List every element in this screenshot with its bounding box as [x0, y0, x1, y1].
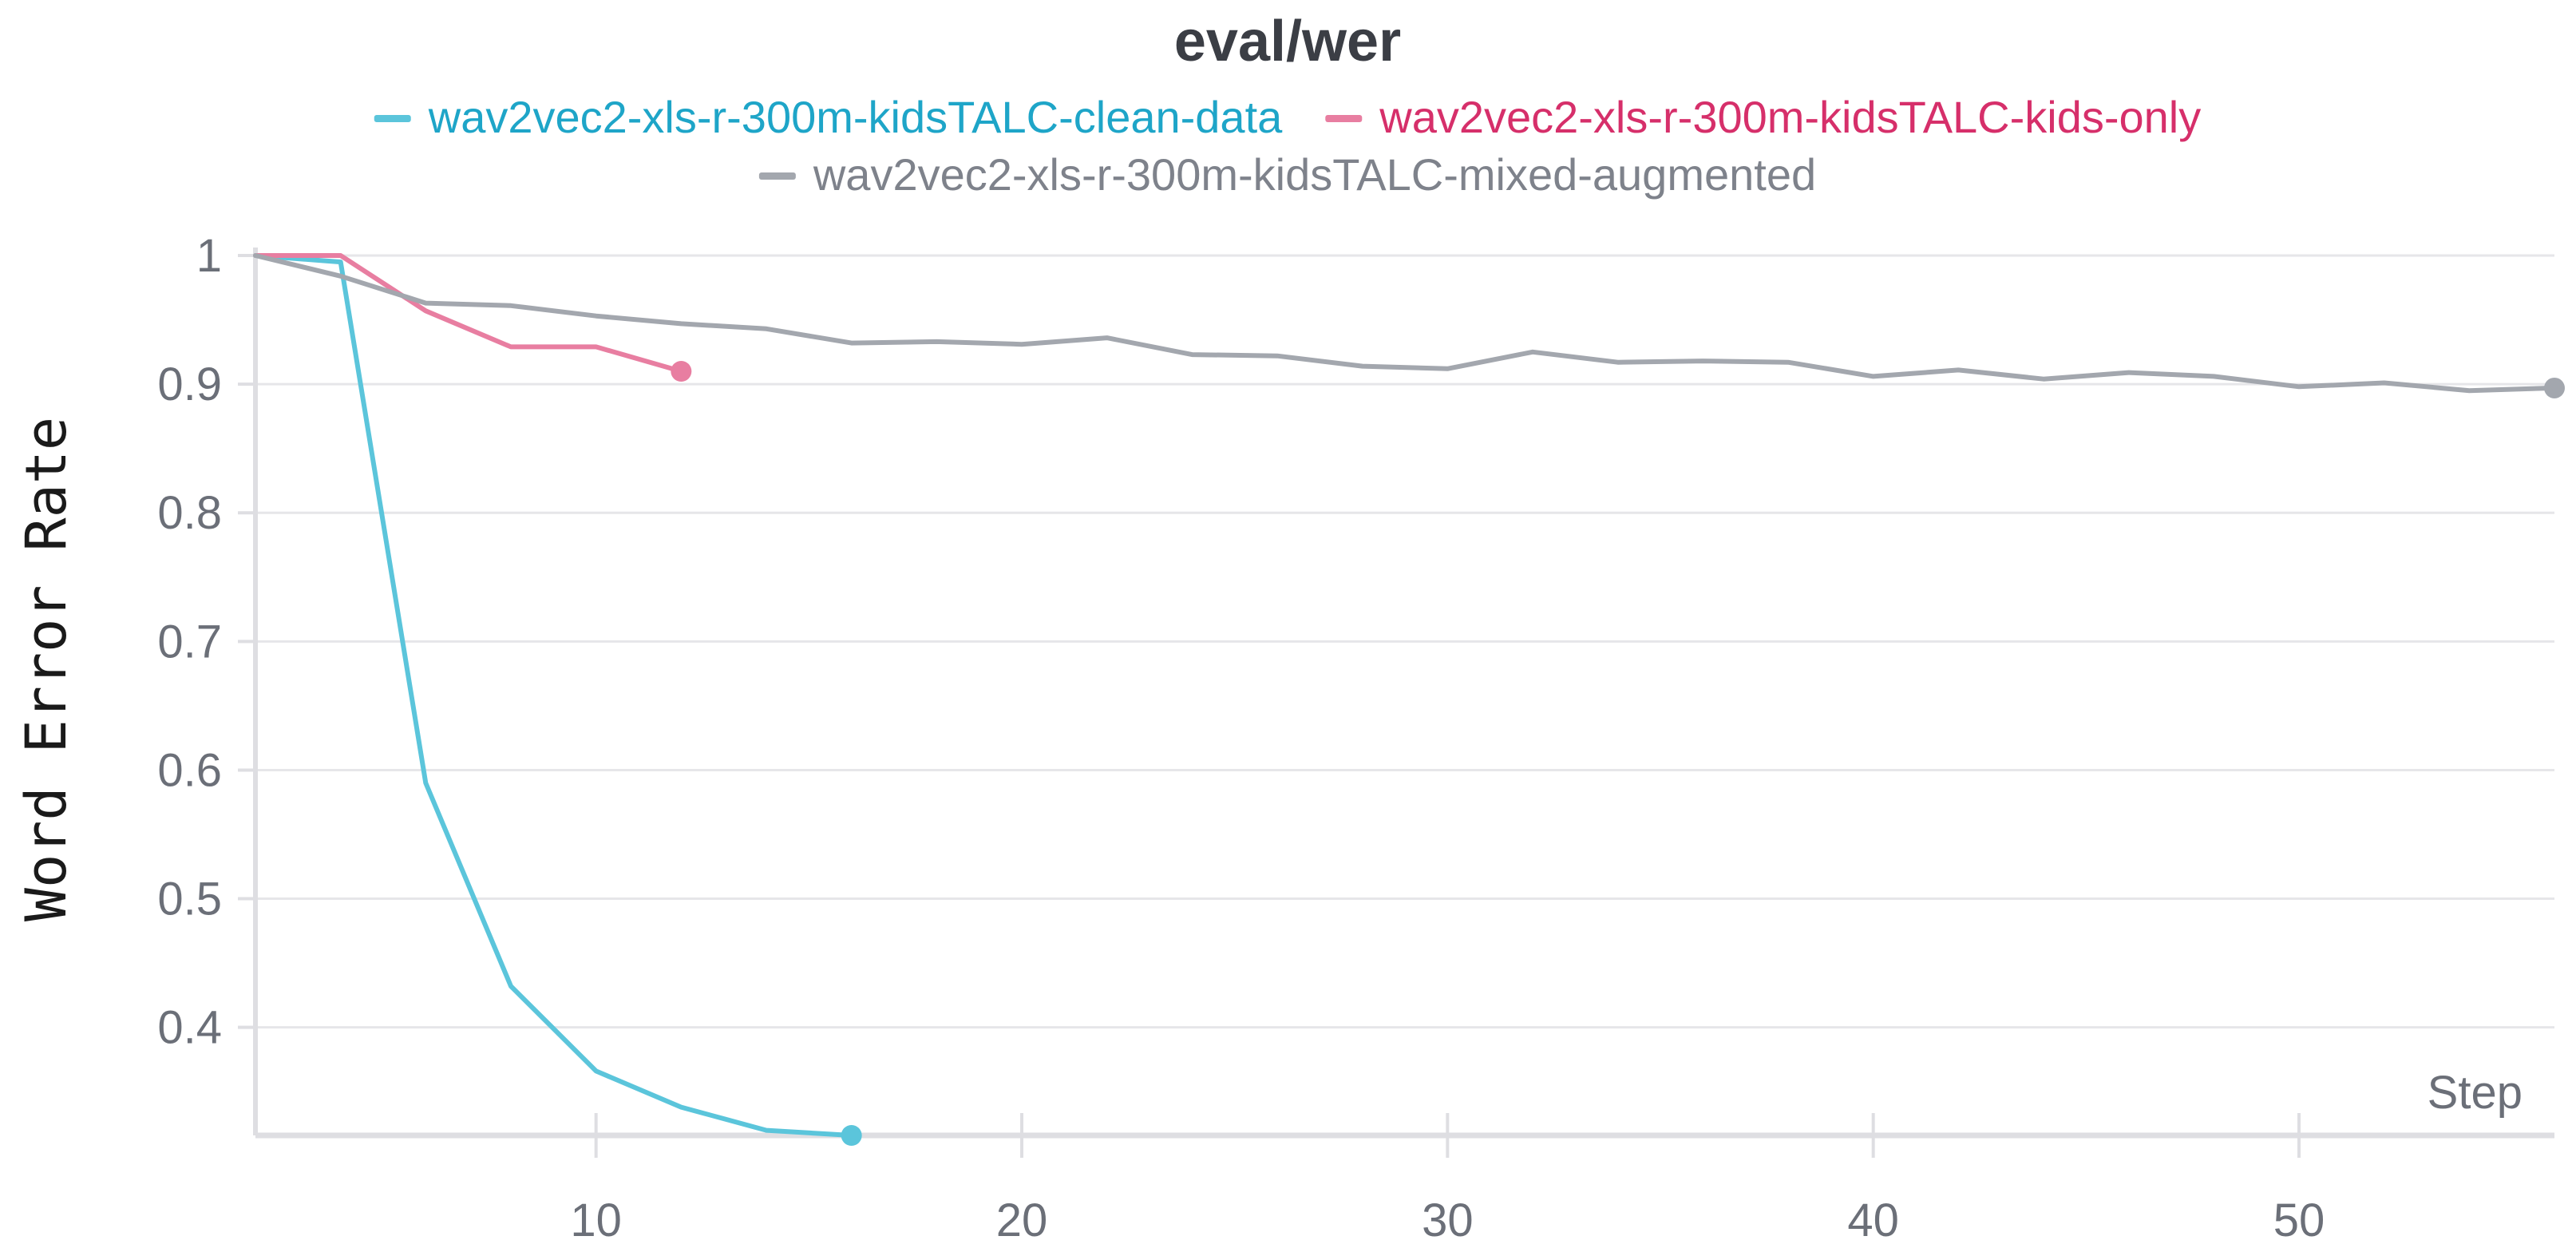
- axes: [253, 248, 2554, 1139]
- legend-item: wav2vec2-xls-r-300m-kidsTALC-clean-data: [374, 92, 1283, 142]
- series-line-3: [253, 253, 2557, 394]
- x-axis-label: Step: [2428, 1067, 2523, 1119]
- legend-item: wav2vec2-xls-r-300m-kidsTALC-mixed-augme…: [758, 149, 1816, 200]
- y-axis-label: Word Error Rate: [14, 417, 79, 921]
- y-tick-label: 0.4: [157, 1002, 222, 1054]
- x-axis-ticks: 10 20 30 40 50: [570, 1113, 2325, 1246]
- y-tick-label: 0.6: [157, 744, 222, 796]
- gridlines: [255, 254, 2554, 1029]
- y-tick-label: 0.7: [157, 616, 222, 668]
- series-end-marker: [841, 1125, 862, 1146]
- x-tick-label: 30: [1422, 1195, 1474, 1244]
- legend-label: wav2vec2-xls-r-300m-kidsTALC-mixed-augme…: [813, 149, 1816, 200]
- legend-label: wav2vec2-xls-r-300m-kidsTALC-kids-only: [1379, 92, 2201, 142]
- legend-label: wav2vec2-xls-r-300m-kidsTALC-clean-data: [428, 92, 1283, 142]
- series-end-marker: [2544, 377, 2565, 398]
- y-axis-ticks: 0.4 0.5 0.6 0.7 0.8 0.9 1: [157, 230, 255, 1054]
- series-lines: [253, 253, 2565, 1146]
- chart-title: eval/wer: [1174, 10, 1401, 73]
- y-tick-label: 0.8: [157, 487, 222, 539]
- legend-swatch: [1325, 115, 1363, 122]
- legend: wav2vec2-xls-r-300m-kidsTALC-clean-data w…: [374, 92, 2201, 200]
- x-tick-label: 40: [1847, 1195, 1899, 1244]
- legend-item: wav2vec2-xls-r-300m-kidsTALC-kids-only: [1325, 92, 2201, 142]
- series-line-1: [253, 253, 854, 1138]
- x-tick-label: 10: [570, 1195, 622, 1244]
- legend-swatch: [374, 115, 411, 122]
- series-line-2: [253, 253, 684, 374]
- legend-swatch: [758, 172, 796, 180]
- x-tick-label: 20: [996, 1195, 1048, 1244]
- y-tick-label: 1: [196, 230, 222, 282]
- y-tick-label: 0.9: [157, 359, 222, 410]
- y-tick-label: 0.5: [157, 874, 222, 925]
- series-end-marker: [671, 361, 692, 382]
- x-tick-label: 50: [2273, 1195, 2325, 1244]
